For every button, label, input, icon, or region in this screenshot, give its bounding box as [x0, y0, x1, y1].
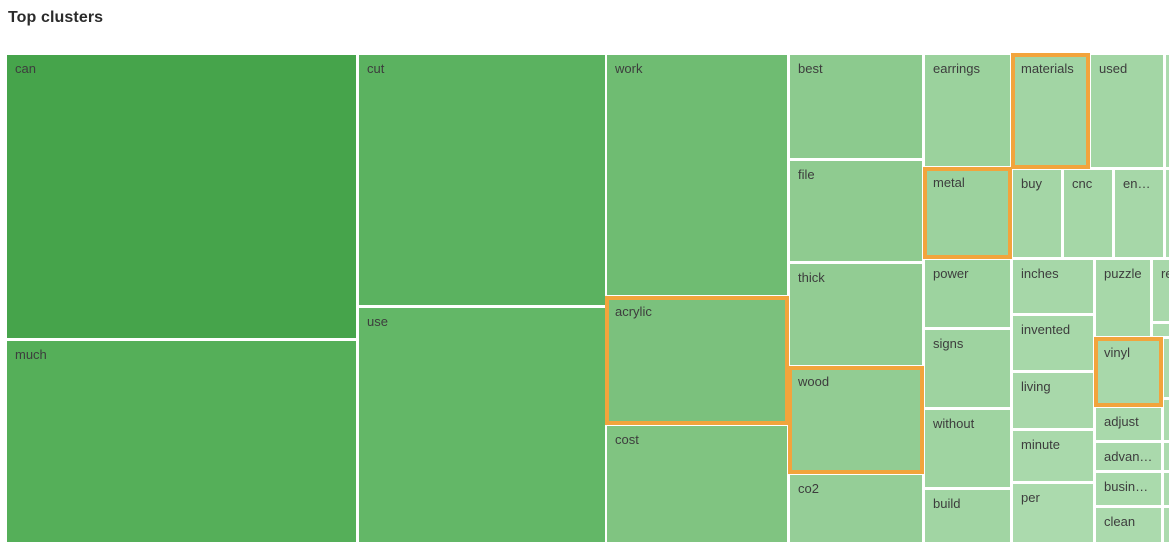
treemap-tile-acrylic[interactable]: acrylic [605, 296, 789, 425]
tile-label: cut [367, 61, 385, 76]
tile-label: inches [1021, 266, 1059, 281]
tile-label: advan… [1104, 449, 1153, 464]
page-title: Top clusters [8, 9, 104, 26]
treemap-tile-en[interactable]: en… [1115, 170, 1163, 257]
tile-label: adjust [1104, 414, 1139, 429]
tile-label: cost [615, 432, 639, 447]
treemap-tile-busin[interactable]: busin… [1096, 473, 1161, 505]
treemap-tile-used[interactable]: used [1091, 55, 1163, 167]
tile-label: living [1021, 379, 1051, 394]
tile-label: signs [933, 336, 964, 351]
treemap-tile-per[interactable]: per [1013, 484, 1093, 542]
treemap-tile-signs[interactable]: signs [925, 330, 1010, 407]
tile-label: en… [1123, 176, 1151, 191]
treemap-tile-vinyl[interactable]: vinyl [1094, 337, 1163, 407]
treemap-tile-metal[interactable]: metal [923, 167, 1012, 259]
tile-label: power [933, 266, 969, 281]
treemap-tile-sliver[interactable] [1164, 443, 1169, 470]
tile-label: buy [1021, 176, 1042, 191]
treemap-tile-wood[interactable]: wood [788, 366, 924, 474]
treemap-tile-thick[interactable]: thick [790, 264, 922, 365]
treemap-tile-materials[interactable]: materials [1011, 53, 1090, 169]
tile-label: file [798, 167, 815, 182]
tile-label: without [933, 416, 975, 431]
treemap-tile-living[interactable]: living [1013, 373, 1093, 428]
tile-label: minute [1021, 437, 1061, 452]
treemap-tile-inches[interactable]: inches [1013, 260, 1093, 313]
tile-label: invented [1021, 322, 1071, 337]
tile-label: much [15, 347, 47, 362]
treemap-tile-sliver[interactable] [1166, 55, 1169, 167]
treemap-tile-without[interactable]: without [925, 410, 1010, 487]
treemap-tile-adjust[interactable]: adjust [1096, 408, 1161, 440]
tile-label: can [15, 61, 36, 76]
tile-label: acrylic [615, 304, 652, 319]
treemap-tile-file[interactable]: file [790, 161, 922, 261]
tile-label: work [615, 61, 643, 76]
treemap-tile-sliver[interactable] [1164, 508, 1169, 542]
treemap-tile-cut[interactable]: cut [359, 55, 605, 305]
treemap-tile-power[interactable]: power [925, 260, 1010, 327]
tile-label: cnc [1072, 176, 1093, 191]
treemap-tile-sliver[interactable] [1153, 324, 1169, 336]
treemap-tile-sliver[interactable] [1164, 339, 1169, 397]
treemap-tile-cnc[interactable]: cnc [1064, 170, 1112, 257]
treemap-tile-minute[interactable]: minute [1013, 431, 1093, 481]
tile-label: use [367, 314, 388, 329]
treemap-tile-co2[interactable]: co2 [790, 475, 922, 542]
tile-label: clean [1104, 514, 1136, 529]
tile-label: metal [933, 175, 965, 190]
tile-label: earrings [933, 61, 980, 76]
treemap-tile-sliver[interactable] [1166, 170, 1169, 257]
tile-label: re [1161, 266, 1169, 281]
treemap-tile-work[interactable]: work [607, 55, 787, 295]
treemap-tile-clean[interactable]: clean [1096, 508, 1161, 542]
treemap-tile-puzzle[interactable]: puzzle [1096, 260, 1150, 336]
treemap-tile-use[interactable]: use [359, 308, 605, 542]
tile-label: used [1099, 61, 1128, 76]
tile-label: puzzle [1104, 266, 1142, 281]
treemap-tile-can[interactable]: can [7, 55, 356, 338]
treemap-tile-invented[interactable]: invented [1013, 316, 1093, 370]
treemap-tile-cost[interactable]: cost [607, 426, 787, 542]
treemap-tile-earrings[interactable]: earrings [925, 55, 1010, 166]
treemap-tile-re[interactable]: re [1153, 260, 1169, 321]
tile-label: thick [798, 270, 825, 285]
tile-label: co2 [798, 481, 819, 496]
tile-label: busin… [1104, 479, 1149, 494]
tile-label: per [1021, 490, 1040, 505]
tile-label: build [933, 496, 961, 511]
treemap-tile-buy[interactable]: buy [1013, 170, 1061, 257]
treemap-tile-advan[interactable]: advan… [1096, 443, 1161, 470]
treemap-tile-sliver[interactable] [1164, 400, 1169, 440]
treemap-tile-much[interactable]: much [7, 341, 356, 542]
tile-label: best [798, 61, 823, 76]
tile-label: vinyl [1104, 345, 1131, 360]
tile-label: wood [798, 374, 830, 389]
treemap-tile-build[interactable]: build [925, 490, 1010, 542]
treemap-tile-best[interactable]: best [790, 55, 922, 158]
treemap-tile-sliver[interactable] [1164, 473, 1169, 505]
tile-label: materials [1021, 61, 1074, 76]
